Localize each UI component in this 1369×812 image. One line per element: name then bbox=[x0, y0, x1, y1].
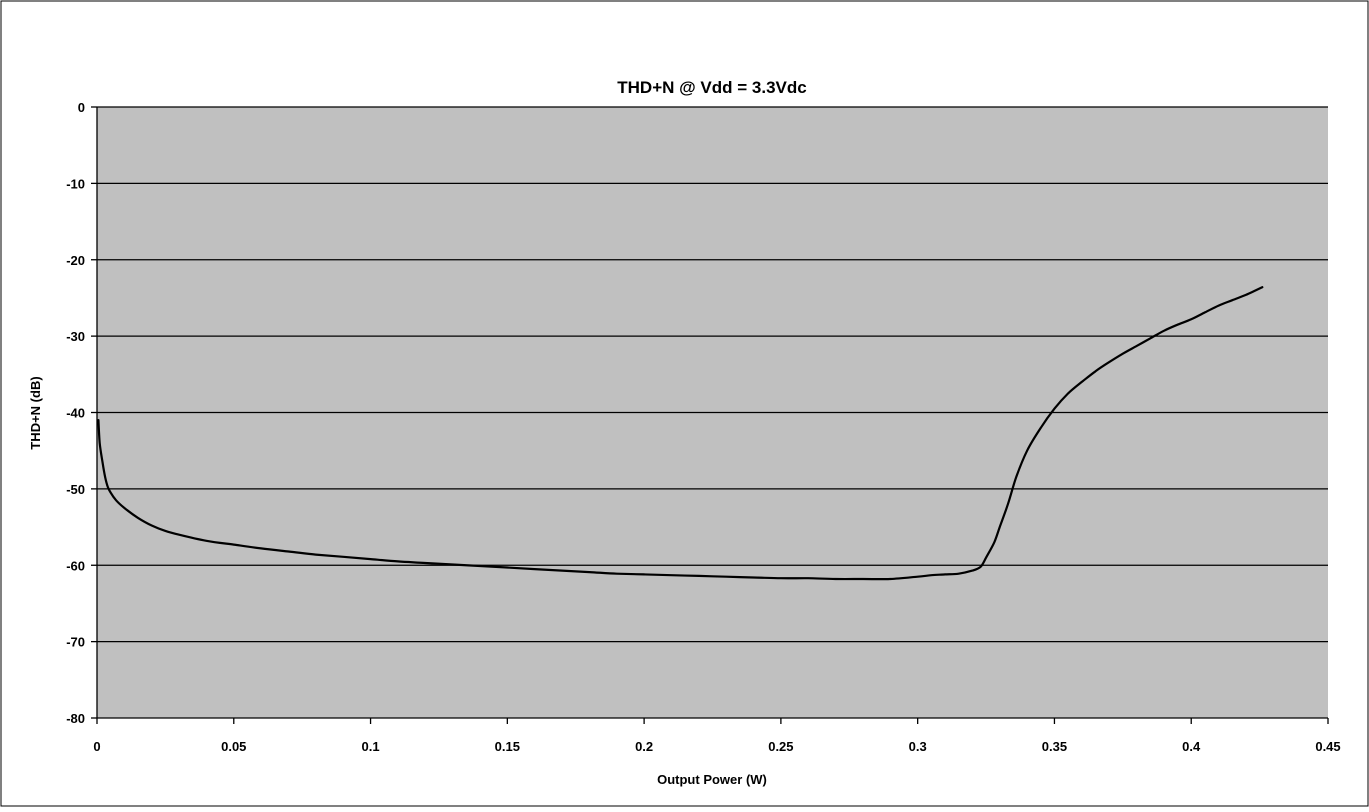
x-tick-label: 0.25 bbox=[768, 739, 793, 754]
y-tick-label: -50 bbox=[66, 482, 85, 497]
axes bbox=[91, 106, 1329, 724]
y-tick-label: -40 bbox=[66, 406, 85, 421]
y-tick-label: -80 bbox=[66, 711, 85, 726]
x-tick-label: 0.2 bbox=[635, 739, 653, 754]
y-tick-label: -10 bbox=[66, 176, 85, 191]
x-tick-label: 0.1 bbox=[362, 739, 380, 754]
x-tick-label: 0.35 bbox=[1042, 739, 1067, 754]
x-tick-label: 0.4 bbox=[1182, 739, 1201, 754]
x-tick-label: 0.05 bbox=[221, 739, 246, 754]
y-tick-label: -70 bbox=[66, 635, 85, 650]
x-axis-title: Output Power (W) bbox=[657, 772, 767, 787]
x-tick-label: 0.3 bbox=[909, 739, 927, 754]
thd-series-line bbox=[97, 286, 1264, 581]
gridlines bbox=[97, 106, 1328, 643]
y-tick-label: -30 bbox=[66, 329, 85, 344]
tick-labels: 0 -10 -20 -30 -40 -50 -60 -70 -80 0 0.05 0.1 0.15 0.2… bbox=[66, 100, 1340, 754]
x-tick-label: 0.45 bbox=[1315, 739, 1340, 754]
y-axis-title: THD+N (dB) bbox=[28, 376, 43, 449]
chart-title: THD+N @ Vdd = 3.3Vdc bbox=[617, 78, 806, 97]
y-tick-label: 0 bbox=[78, 100, 85, 115]
y-tick-label: -20 bbox=[66, 253, 85, 268]
x-tick-label: 0.15 bbox=[495, 739, 520, 754]
x-tick-label: 0 bbox=[93, 739, 100, 754]
y-tick-label: -60 bbox=[66, 558, 85, 573]
